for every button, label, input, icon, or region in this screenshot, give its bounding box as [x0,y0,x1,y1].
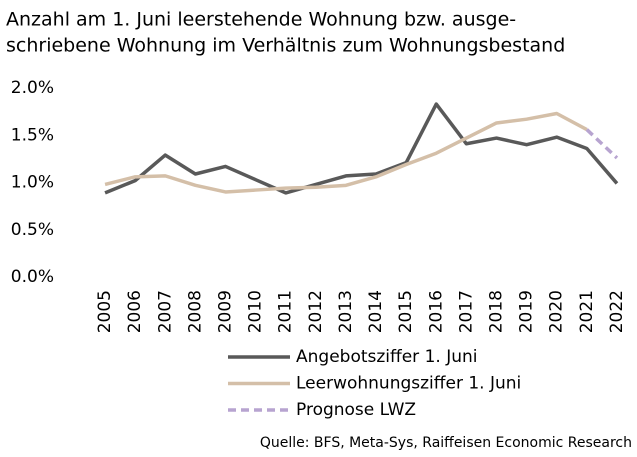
y-tick-label: 1.0% [11,173,54,193]
data-line [104,102,619,195]
x-tick-label: 2008 [185,290,205,333]
x-tick-label: 2017 [456,290,476,333]
x-tick-label: 2011 [276,290,296,333]
y-tick-label: 0.5% [11,220,54,240]
x-tick-label: 2012 [306,290,326,333]
legend-label: Angebotsziffer 1. Juni [296,347,478,367]
x-tick-label: 2020 [547,290,567,333]
x-tick-label: 2014 [366,290,386,333]
x-tick-label: 2009 [216,290,236,333]
chart-title: Anzahl am 1. Juni leerstehende Wohnung b… [6,9,516,31]
x-tick-label: 2021 [577,290,597,333]
data-line [104,111,588,194]
chart-title: schriebene Wohnung im Verhältnis zum Woh… [6,35,565,57]
x-tick-label: 2016 [426,290,446,333]
x-tick-label: 2010 [246,290,266,333]
x-tick-label: 2015 [396,290,416,333]
y-tick-label: 2.0% [11,78,54,98]
y-tick-label: 0.0% [11,267,54,287]
x-tick-label: 2018 [487,290,507,333]
source-note: Quelle: BFS, Meta-Sys, Raiffeisen Econom… [260,435,632,451]
y-tick-label: 1.5% [11,125,54,145]
x-tick-label: 2005 [95,290,115,333]
x-tick-label: 2019 [517,290,537,333]
legend-label: Prognose LWZ [296,400,416,420]
x-tick-label: 2007 [155,290,175,333]
x-tick-label: 2022 [607,290,627,333]
x-tick-label: 2013 [336,290,356,333]
data-line [585,128,619,160]
legend-label: Leerwohnungsziffer 1. Juni [296,374,521,394]
x-tick-label: 2006 [125,290,145,333]
